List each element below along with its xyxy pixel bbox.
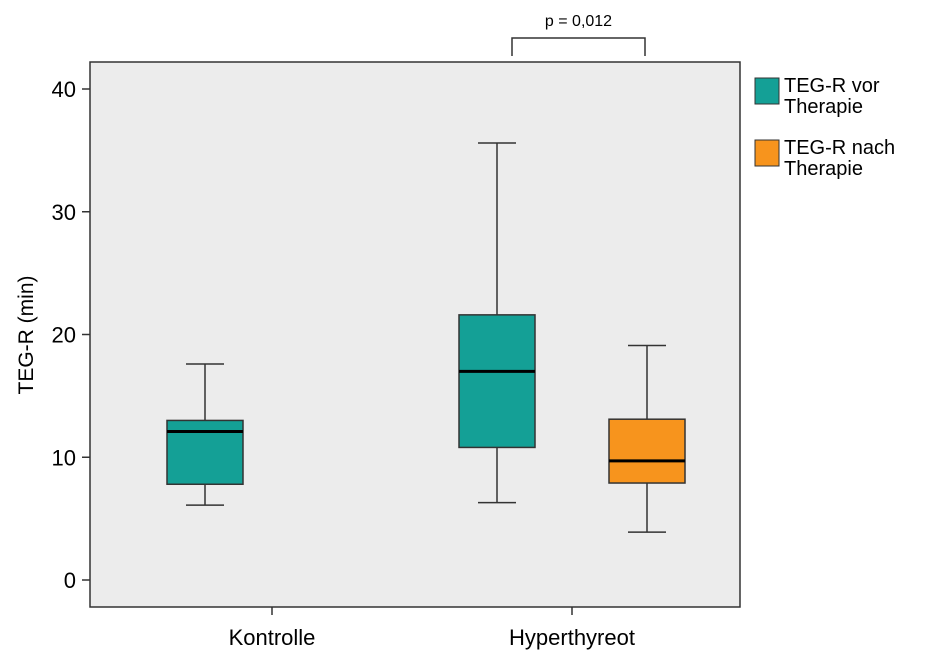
y-tick-label: 20 (52, 323, 76, 348)
plot-area (89, 61, 741, 608)
significance-bracket (511, 37, 646, 56)
box-vor-kontrolle (166, 363, 244, 506)
legend-swatch-nach (754, 139, 780, 167)
x-tick-label: Kontrolle (229, 625, 316, 650)
legend-item-vor: TEG-R vor Therapie (754, 75, 880, 118)
y-tick-label: 40 (52, 77, 76, 102)
x-axis: Kontrolle Hyperthyreot (229, 607, 635, 650)
y-axis-title: TEG-R (min) (15, 276, 38, 395)
significance-annotation: p = 0,012 (511, 13, 646, 56)
y-tick-label: 30 (52, 200, 76, 225)
y-axis: 0 10 20 30 40 (52, 77, 90, 593)
y-tick-label: 10 (52, 445, 76, 470)
legend-label-vor-line1: TEG-R vor (784, 75, 880, 97)
significance-label: p = 0,012 (545, 13, 612, 30)
legend-label-vor-line2: Therapie (784, 96, 863, 118)
y-tick-label: 0 (64, 568, 76, 593)
legend-label-nach-line1: TEG-R nach (784, 137, 895, 159)
legend-swatch-vor (754, 77, 780, 105)
box-vor-hyperthyreot (458, 142, 536, 504)
legend-label-nach-line2: Therapie (784, 158, 863, 180)
x-tick-label: Hyperthyreot (509, 625, 635, 650)
legend-item-nach: TEG-R nach Therapie (754, 137, 895, 180)
boxes (166, 142, 686, 533)
box-nach-hyperthyreot (608, 344, 686, 533)
iqr-box (458, 314, 536, 449)
iqr-box (608, 418, 686, 484)
legend: TEG-R vor Therapie TEG-R nach Therapie (754, 75, 895, 180)
